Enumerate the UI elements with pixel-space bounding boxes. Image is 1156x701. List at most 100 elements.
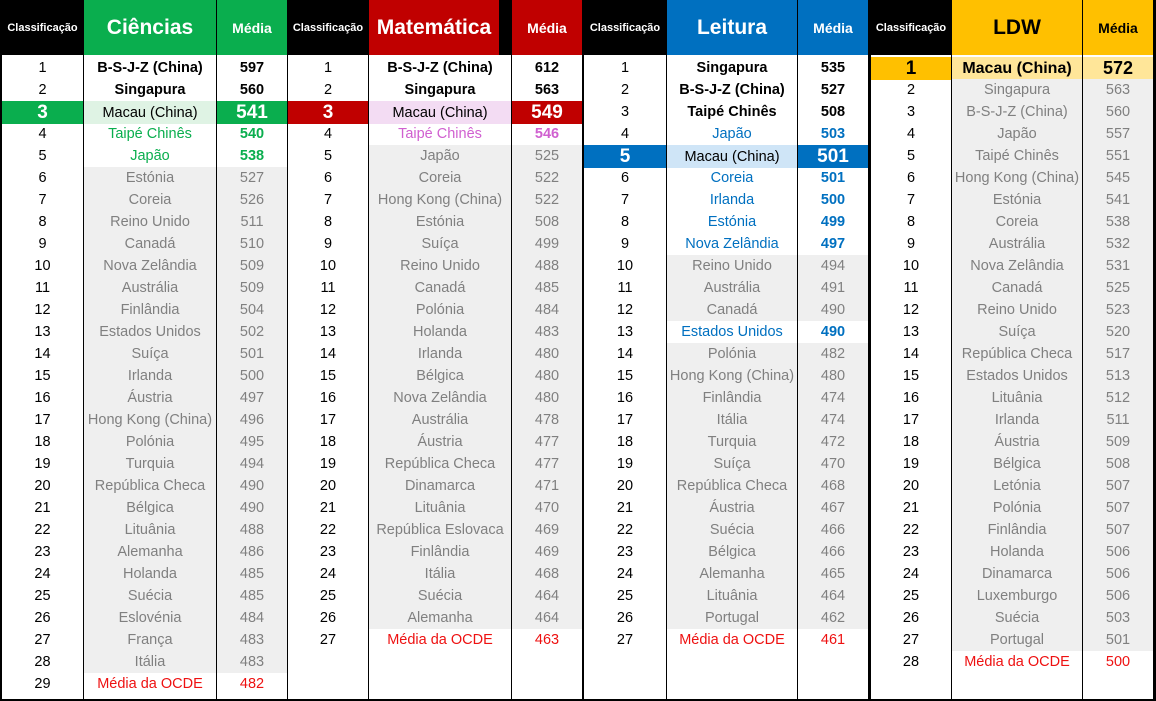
rank-cell: 10 <box>34 258 51 274</box>
rank-cell: 13 <box>902 324 920 340</box>
country-cell: Japão <box>952 123 1082 145</box>
country-cell: Nova Zelândia <box>369 387 511 409</box>
score-cell: 541 <box>1083 189 1153 211</box>
rank-cell: 21 <box>34 500 51 516</box>
score-cell: 508 <box>1083 453 1153 475</box>
country-cell: Itália <box>369 563 511 585</box>
country-cell: Suíça <box>369 233 511 255</box>
country-cell: Hong Kong (China) <box>667 365 797 387</box>
country-cell: Bélgica <box>369 365 511 387</box>
score-cell: 495 <box>217 431 287 453</box>
rank-cell: 16 <box>902 390 920 406</box>
country-cell: B-S-J-Z (China) <box>952 101 1082 123</box>
rank-cell: 27 <box>319 632 337 648</box>
score-cell: 545 <box>1083 167 1153 189</box>
country-cell: Hong Kong (China) <box>84 409 216 431</box>
rank-cell: 4 <box>620 126 630 142</box>
country-cell: Suíça <box>84 343 216 365</box>
rank-cell: 24 <box>902 566 920 582</box>
country-cell: Singapura <box>114 82 186 98</box>
rank-cell: 13 <box>34 324 51 340</box>
country-cell: B-S-J-Z (China) <box>97 60 203 76</box>
rank-cell: 21 <box>319 500 337 516</box>
rank-column: 1 2 3 4 5 6 7 8 9 10 11 12 13 14 15 16 17 18 19 20 21 22 23 24 2… <box>288 55 368 699</box>
score-cell: 549 <box>512 101 582 124</box>
score-cell: 485 <box>217 563 287 585</box>
rank-cell: 11 <box>34 280 51 296</box>
score-cell: 500 <box>820 192 846 208</box>
country-cell: Suíça <box>952 321 1082 343</box>
rank-cell: 8 <box>620 214 630 230</box>
score-cell: 494 <box>217 453 287 475</box>
country-cell: Áustria <box>84 387 216 409</box>
country-cell: B-S-J-Z (China) <box>387 60 493 76</box>
score-cell: 485 <box>217 585 287 607</box>
country-cell: Canadá <box>84 233 216 255</box>
rank-cell: 2 <box>323 82 333 98</box>
score-cell: 462 <box>798 607 868 629</box>
score-cell: 508 <box>512 211 582 233</box>
country-cell: Suécia <box>84 585 216 607</box>
score-cell: 546 <box>534 126 560 142</box>
rank-cell: 13 <box>616 324 634 340</box>
score-cell: 560 <box>1083 101 1153 123</box>
country-cell: Finlândia <box>369 541 511 563</box>
rank-cell: 26 <box>34 610 51 626</box>
country-cell: Reino Unido <box>667 255 797 277</box>
country-cell: Bélgica <box>667 541 797 563</box>
rank-cell: 16 <box>319 390 337 406</box>
rank-cell: 12 <box>319 302 337 318</box>
score-cell: 501 <box>798 145 868 168</box>
rank-cell: 25 <box>34 588 51 604</box>
country-cell: Lituânia <box>84 519 216 541</box>
country-cell: Bélgica <box>952 453 1082 475</box>
rank-cell: 10 <box>319 258 337 274</box>
country-cell: Estados Unidos <box>84 321 216 343</box>
rank-cell: 19 <box>616 456 634 472</box>
country-cell: Holanda <box>369 321 511 343</box>
country-cell: Suíça <box>667 453 797 475</box>
rank-cell: 11 <box>320 280 336 296</box>
country-cell: Japão <box>712 126 752 142</box>
rank-cell: 14 <box>319 346 337 362</box>
score-cell: 560 <box>239 82 265 98</box>
country-cell: Irlanda <box>952 409 1082 431</box>
score-cell: 535 <box>820 60 846 76</box>
score-cell: 525 <box>512 145 582 167</box>
rank-cell: 20 <box>319 478 337 494</box>
rank-cell: 4 <box>906 126 916 142</box>
score-cell: 480 <box>798 365 868 387</box>
score-cell: 470 <box>798 453 868 475</box>
score-cell: 501 <box>217 343 287 365</box>
score-cell: 490 <box>217 497 287 519</box>
score-cell: 501 <box>1083 629 1153 651</box>
rank-cell: 22 <box>34 522 51 538</box>
oecd-average-score: 482 <box>239 676 265 692</box>
score-cell: 526 <box>217 189 287 211</box>
rank-cell: 24 <box>616 566 634 582</box>
score-cell: 563 <box>1083 79 1153 101</box>
rank-cell: 17 <box>34 412 51 428</box>
score-cell: 507 <box>1083 475 1153 497</box>
country-cell: Reino Unido <box>369 255 511 277</box>
score-column: 597 560 541 540 538 527 526 511 510 509 509 504 502 5… <box>217 55 287 699</box>
country-cell: Dinamarca <box>369 475 511 497</box>
score-cell: 483 <box>217 651 287 673</box>
rank-cell: 28 <box>902 654 920 670</box>
country-cell: Áustria <box>952 431 1082 453</box>
score-cell: 522 <box>512 167 582 189</box>
country-cell: Suécia <box>952 607 1082 629</box>
rank-cell: 26 <box>319 610 337 626</box>
rank-cell: 16 <box>34 390 51 406</box>
rank-cell: 9 <box>323 236 333 252</box>
score-cell: 474 <box>798 409 868 431</box>
header-media: Média <box>1083 0 1153 55</box>
score-cell: 486 <box>217 541 287 563</box>
header-classificacao: Classificação <box>288 0 368 55</box>
rank-cell: 12 <box>902 302 920 318</box>
rank-cell: 18 <box>34 434 51 450</box>
score-cell: 483 <box>512 321 582 343</box>
score-column: 572 563 560 557 551 545 541 538 532 531 525 523 520 5… <box>1083 55 1153 699</box>
score-cell: 469 <box>512 519 582 541</box>
country-cell: Alemanha <box>667 563 797 585</box>
